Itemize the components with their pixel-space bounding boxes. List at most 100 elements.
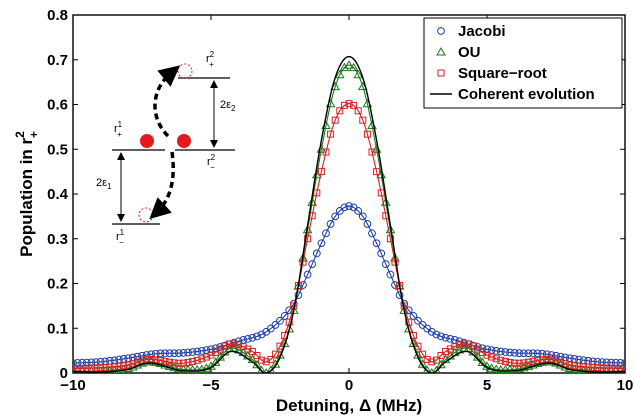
x-tick-label: −10 [60,377,85,394]
y-axis-title-sub: + [27,131,41,138]
legend-marker [437,27,445,35]
data-point [230,340,238,348]
data-point [106,363,114,371]
data-point [197,347,206,355]
data-point [271,350,279,358]
data-point [538,356,546,364]
data-point [584,363,592,371]
data-point [307,197,318,206]
data-point [437,352,445,360]
data-point [515,349,524,358]
data-point [243,334,252,343]
data-point [170,349,179,358]
data-point [519,349,528,358]
data-point [451,343,459,351]
data-point [166,358,174,366]
data-point [152,356,160,364]
legend-item: OU [436,44,481,61]
data-point [92,358,100,367]
data-point [423,355,431,363]
data-point [345,100,353,108]
data-point [198,355,206,363]
data-point [340,203,349,212]
data-point [161,357,169,365]
data-point [331,116,339,124]
data-point [414,342,422,350]
data-point [373,168,381,176]
data-point [267,355,275,363]
data-point [312,249,321,258]
data-point [317,168,325,176]
data-point [483,351,491,359]
data-point [534,356,542,364]
data-point [394,281,405,290]
inset-diagram: r2 + r1 + r2− r1− 2ε2 2ε1 [96,50,236,247]
data-point [377,249,386,258]
data-point [169,362,180,372]
data-point [87,364,95,372]
svg-text:Population in r2+: Population in r2+ [13,131,41,257]
label-r2-plus: r2 + [206,50,215,69]
data-point [368,229,376,238]
data-point [322,229,330,238]
y-tick-label: 0.4 [47,186,69,203]
y-tick-label: 0.1 [47,320,68,337]
data-point [575,362,583,370]
series-layer [73,55,625,373]
data-point [345,202,353,210]
data-point [184,348,192,357]
data-point [381,260,390,269]
data-point [322,148,330,156]
data-point [363,220,372,228]
data-point [285,318,293,326]
data-point [193,347,202,356]
data-point [239,343,247,351]
data-point [427,327,436,336]
data-point [386,270,395,279]
axis-ticks: −10 −5 0 5 10 0 0.1 0.2 0.3 0.4 0.5 0.6 0.7 0.8 [47,7,633,394]
legend-label: Jacobi [458,23,506,40]
data-point [566,361,574,369]
data-point [165,349,174,358]
data-point [580,363,588,371]
data-point [115,362,123,370]
legend-item: Jacobi [437,23,506,40]
data-point [510,348,519,357]
data-point [211,344,220,353]
data-point [598,364,606,372]
data-point [488,353,496,361]
transition-arrow-down [149,151,175,220]
data-point [189,358,197,366]
data-point [179,348,188,357]
data-point [353,69,364,79]
data-point [529,357,537,365]
data-point [533,349,542,358]
data-point [524,358,532,366]
y-tick-label: 0.6 [47,97,68,114]
y-axis-title-sup: 2 [13,131,27,138]
y-tick-label: 0.8 [47,7,68,24]
data-point [501,348,510,356]
data-point [253,352,261,360]
data-point [602,358,611,367]
data-point [334,69,345,79]
x-tick-label: 10 [617,377,634,394]
data-point [317,239,326,248]
data-point [501,358,509,366]
data-point [280,312,289,320]
data-point [174,349,183,358]
data-point [179,359,187,367]
x-tick-label: 0 [345,377,353,394]
data-point [248,348,256,356]
legend-label: Coherent evolution [458,86,595,103]
data-point [178,364,189,373]
data-point [87,358,96,367]
data-point [589,363,597,371]
label-2eps2: 2ε2 [220,99,236,113]
data-point [73,365,77,373]
data-point [432,330,441,339]
data-point [326,220,335,228]
label-2eps1: 2ε1 [96,177,112,191]
legend: Jacobi OU Square−root Coherent evolution [423,17,623,109]
data-point [313,189,321,197]
